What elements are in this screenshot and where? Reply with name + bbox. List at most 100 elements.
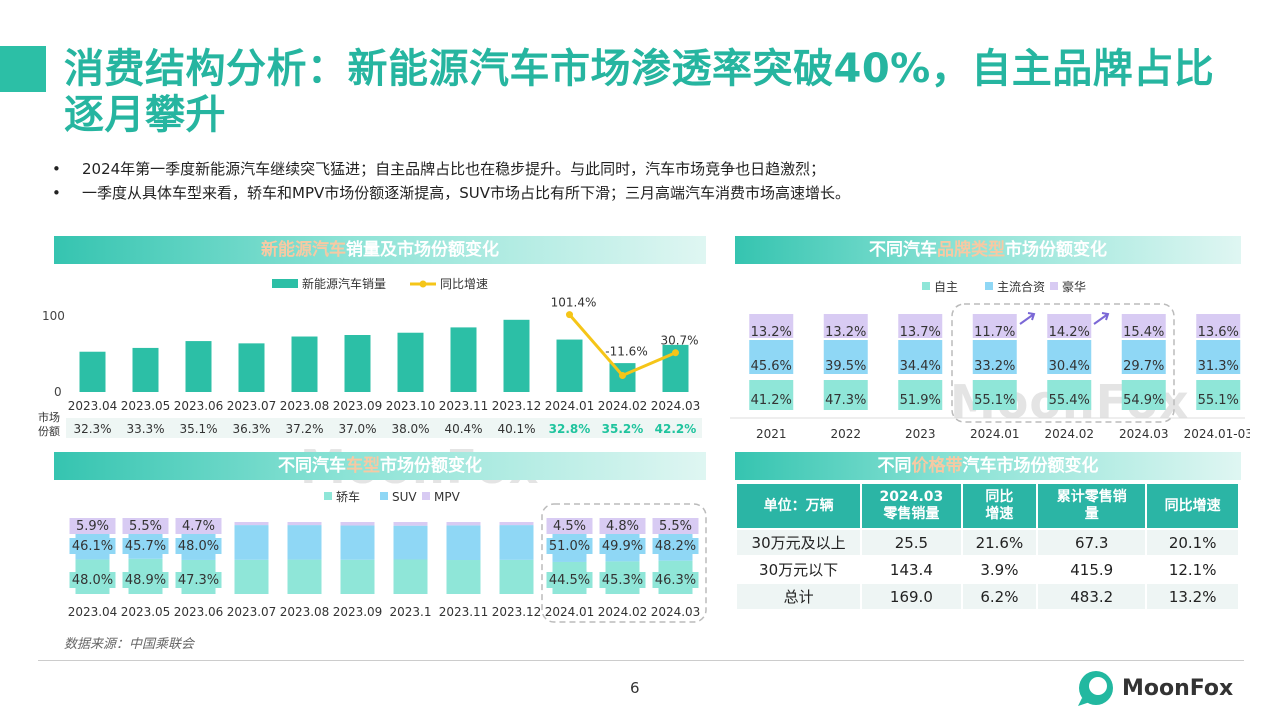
x-tick-label: 2023.06 (174, 605, 224, 619)
yoy-point (619, 371, 626, 379)
brand-panel-header: 不同汽车品牌类型市场份额变化 (735, 236, 1241, 264)
body-share-label-bg (122, 572, 169, 588)
body-share-label-bg (546, 572, 593, 588)
highlight-box (541, 503, 707, 623)
bullet-list: • 2024年第一季度新能源汽车继续突飞猛进；自主品牌占比也在稳步提升。与此同时，… (52, 157, 850, 205)
title-accent-bar (0, 46, 46, 92)
legend-label-yoy: 同比增速 (440, 277, 488, 291)
nev-sales-bar (344, 335, 371, 392)
body-share-label-bg (652, 538, 699, 554)
x-tick-label: 2023.10 (386, 399, 436, 413)
body-share-segment (234, 559, 269, 594)
legend-marker-yoy (419, 280, 427, 288)
bullet-dot: • (52, 160, 61, 178)
bullet-item: • 2024年第一季度新能源汽车继续突飞猛进；自主品牌占比也在稳步提升。与此同时，… (52, 157, 850, 181)
body-share-label: 48.2% (655, 539, 696, 554)
page-number: 6 (630, 679, 640, 697)
share-row-label: 市场 (38, 410, 60, 424)
brand-share-label: 13.7% (900, 325, 941, 340)
brand-share-segment (972, 380, 1017, 410)
legend-swatch-nev-sales (272, 279, 298, 288)
body-share-segment (340, 525, 375, 560)
table-header-cell: 同比增速 (960, 482, 1039, 530)
brand-share-segment (823, 314, 868, 338)
nev-sales-bar (450, 327, 477, 392)
yoy-data-label: -11.6% (605, 344, 647, 358)
body-share-segment (287, 522, 322, 526)
nev-panel-header-b: 销量及市场份额变化 (346, 240, 499, 260)
body-share-segment (340, 559, 375, 594)
x-tick-label: 2024.02 (1044, 427, 1094, 441)
legend-label-brand: 主流合资 (997, 279, 1045, 294)
brand-share-label: 30.4% (1049, 359, 1090, 374)
share-row-label: 份额 (38, 425, 60, 438)
nev-sales-chart: 新能源汽车销量 同比增速 100 0 市场份额 2023.04 32.3% 2023.05 33… (38, 276, 702, 438)
bullet-text: 2024年第一季度新能源汽车继续突飞猛进；自主品牌占比也在稳步提升。与此同时，汽… (82, 160, 826, 178)
legend-swatch-brand (985, 282, 993, 290)
brand-share-label: 13.2% (825, 325, 866, 340)
body-share-segment (446, 560, 481, 594)
moonfox-logo: MoonFox (1076, 668, 1233, 708)
brand-share-segment (1196, 340, 1241, 374)
body-panel-header-a: 不同汽车 (278, 456, 346, 476)
brand-share-label: 47.3% (825, 393, 866, 408)
x-tick-label: 2023.04 (68, 399, 118, 413)
table-header-cell: 累计零售销量 (1036, 482, 1148, 530)
body-share-label-bg (69, 518, 116, 534)
nev-sales-bar (132, 347, 159, 392)
body-share-label: 4.8% (606, 519, 639, 534)
body-share-segment (287, 559, 322, 594)
brand-share-label: 11.7% (974, 325, 1015, 340)
body-share-label-bg (652, 518, 699, 534)
y-tick-label: 100 (42, 309, 65, 323)
table-header-cell: 同比增速 (1145, 482, 1240, 530)
table-header-row: 单位：万辆 2024.03 零售销量 同比 增速 累计零售销量 同比增速 (734, 482, 1240, 530)
brand-share-label: 31.3% (1198, 359, 1239, 374)
table-cell: 13.2% (1145, 582, 1240, 611)
legend-swatch-brand (1050, 282, 1058, 290)
brand-share-segment (1196, 314, 1241, 338)
brand-share-label: 54.9% (1123, 393, 1164, 408)
brand-share-label: 45.6% (751, 359, 792, 374)
bullet-item: • 一季度从具体车型来看，轿车和MPV市场份额逐渐提高，SUV市场占比有所下滑；三… (52, 181, 850, 205)
table-header-cell: 2024.03 零售销量 (860, 482, 963, 530)
brand-share-segment (1196, 380, 1241, 410)
x-tick-label: 2023.08 (280, 605, 330, 619)
legend-swatch-body (422, 492, 430, 500)
body-share-label: 5.9% (76, 519, 109, 534)
body-share-label: 47.3% (178, 573, 219, 588)
x-tick-label: 2023.11 (439, 605, 489, 619)
x-tick-label: 2023.09 (333, 399, 383, 413)
brand-share-label: 39.5% (825, 359, 866, 374)
body-share-label: 44.5% (549, 573, 590, 588)
body-share-label: 48.9% (125, 573, 166, 588)
x-tick-label: 2024.01 (545, 605, 595, 619)
legend-swatch-body (324, 492, 332, 500)
brand-panel-header-a: 不同汽车 (869, 240, 937, 260)
highlight-box (951, 303, 1175, 423)
share-row-background (66, 418, 702, 438)
table-cell: 67.3 (1036, 528, 1148, 557)
legend-label-brand: 自主 (934, 280, 958, 294)
body-panel-header: 不同汽车车型市场份额变化 (54, 452, 706, 480)
brand-share-label: 13.2% (751, 325, 792, 340)
body-share-segment (234, 522, 269, 526)
body-share-segment (340, 522, 375, 526)
brand-panel-header-mid: 品牌类型 (937, 240, 1005, 260)
brand-share-segment (1121, 340, 1166, 374)
body-share-label: 48.0% (72, 573, 113, 588)
trend-arrow-icon (1019, 313, 1035, 325)
body-share-label-bg (599, 538, 646, 554)
nev-sales-bar (397, 332, 424, 392)
table-cell: 20.1% (1145, 528, 1240, 557)
x-tick-label: 2023.07 (227, 399, 277, 413)
trend-arrowhead-icon (1027, 312, 1036, 321)
table-cell: 143.4 (860, 555, 963, 584)
footer-divider (38, 660, 1244, 661)
table-cell: 415.9 (1036, 555, 1148, 584)
header-line: 2024.03 (879, 489, 944, 505)
header-line: 单位：万辆 (763, 497, 834, 514)
body-share-segment (234, 525, 269, 560)
brand-share-label: 15.4% (1123, 325, 1164, 340)
nev-sales-bar (556, 339, 583, 392)
